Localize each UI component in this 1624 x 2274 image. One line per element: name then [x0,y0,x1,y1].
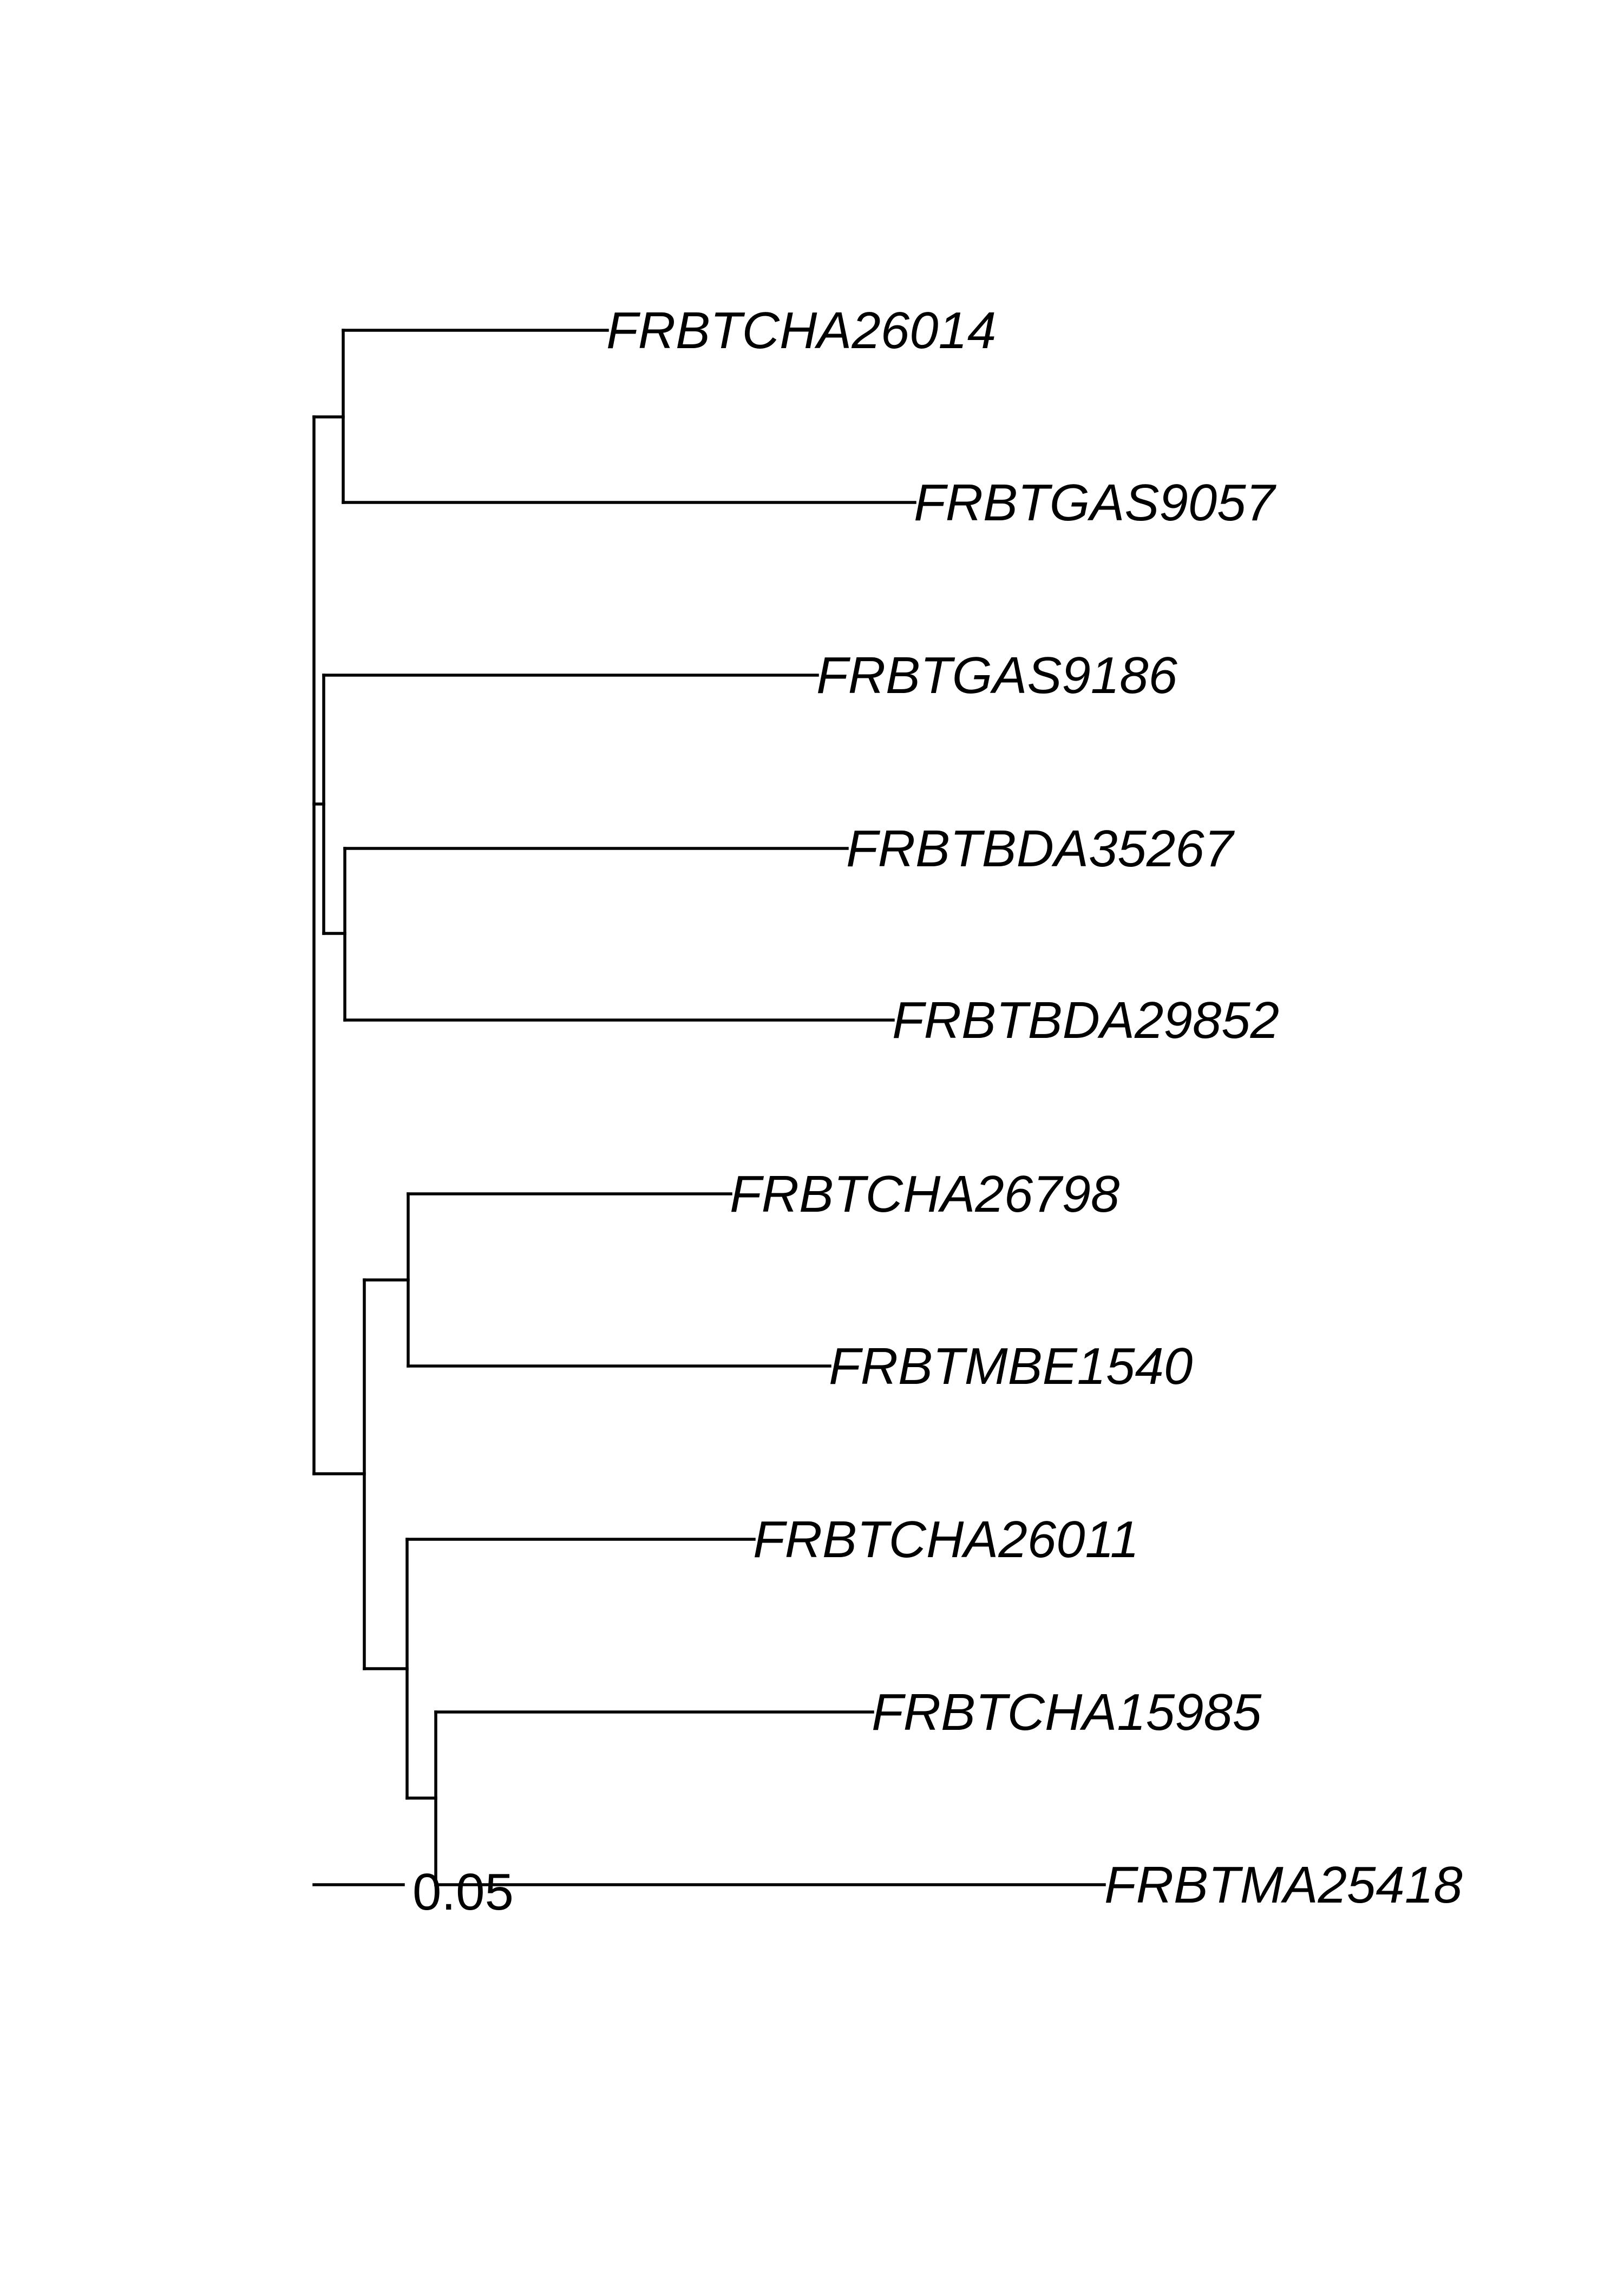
tip-labels: FRBTCHA26014 FRBTGAS9057 FRBTGAS9186 FRB… [606,302,1463,1914]
tip-label: FRBTBDA29852 [892,991,1279,1049]
scale-bar-label: 0.05 [412,1863,514,1921]
tip-label: FRBTCHA15985 [872,1683,1262,1741]
tip-label: FRBTBDA35267 [846,820,1235,878]
tip-label: FRBTGAS9057 [914,474,1277,532]
tip-label: FRBTMA25418 [1104,1856,1463,1914]
scale-bar: 0.05 [312,1863,514,1921]
tip-label: FRBTCHA26011 [753,1511,1139,1569]
tip-label: FRBTCHA26798 [730,1165,1119,1223]
tip-label: FRBTCHA26014 [606,302,996,360]
tree-branches [312,329,1106,1886]
tip-label: FRBTMBE1540 [829,1337,1193,1395]
tip-label: FRBTGAS9186 [816,646,1178,704]
